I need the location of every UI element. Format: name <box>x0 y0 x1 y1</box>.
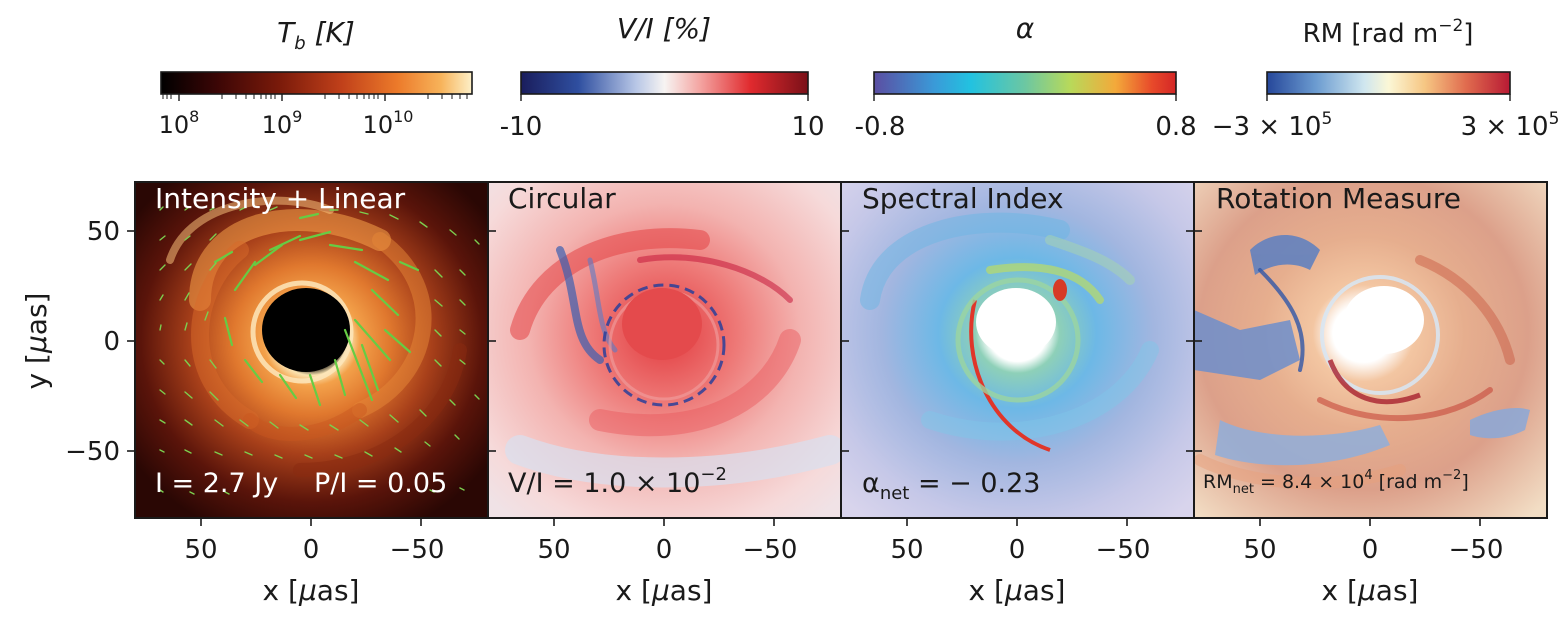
panel-rm-title: Rotation Measure <box>1216 182 1461 215</box>
x-tick-label: 50 <box>537 535 570 565</box>
colorbar-alpha-tick-label: -0.8 <box>855 112 906 142</box>
colorbar-tb: Tb [K] 108 109 1010 <box>159 16 473 139</box>
colorbar-alpha: α -0.8 0.8 <box>855 12 1197 142</box>
rm-negative-regions <box>1194 235 1530 466</box>
colorbar-vi-label: V/I [%] <box>617 12 711 45</box>
panel-spectral-title: Spectral Index <box>862 182 1064 215</box>
black-hole-shadow <box>262 288 350 372</box>
colorbar-rm-tick-label: 3 × 105 <box>1461 109 1560 142</box>
colorbar-vi: V/I [%] -10 10 <box>500 12 825 142</box>
colorbar-rm-gradient <box>1266 71 1511 95</box>
panel-circular-title: Circular <box>508 182 616 215</box>
circular-vi-annotation: V/I = 1.0 × 10−2 <box>508 464 727 499</box>
x-tick-label: 0 <box>303 535 320 565</box>
y-tick-label: 0 <box>103 327 120 357</box>
rm-shadow <box>1344 286 1424 354</box>
x-tick-label: −50 <box>1096 535 1151 565</box>
x-tick-label: 0 <box>1009 535 1026 565</box>
colorbar-tb-tick-label: 108 <box>159 107 200 139</box>
spectral-shadow <box>976 288 1056 356</box>
colorbar-tb-tick-label: 109 <box>262 107 303 139</box>
x-axis-label: x [μas] <box>263 574 360 607</box>
x-tick-label: 0 <box>656 535 673 565</box>
colorbar-tb-tick-label: 1010 <box>363 107 414 139</box>
colorbar-alpha-gradient <box>873 71 1177 95</box>
x-tick-label: 0 <box>1362 535 1379 565</box>
intensity-swirl <box>166 196 467 477</box>
y-tick-label: 50 <box>87 217 120 247</box>
colorbar-rm-label: RM [rad m−2] <box>1303 16 1474 49</box>
colorbar-rm-tick-label: −3 × 105 <box>1212 109 1333 142</box>
panel-intensity: Intensity + Linear I = 2.7 Jy P/I = 0.05 <box>135 182 488 518</box>
colorbar-vi-tick-label: 10 <box>791 112 824 142</box>
circular-ring <box>602 283 726 407</box>
panel-rm: Rotation Measure RMnet = 8.4 × 104 [rad … <box>1194 182 1547 518</box>
x-tick-labels: 50 0 −50 50 0 −50 50 0 −50 50 0 −50 <box>184 535 1503 565</box>
photon-ring <box>250 280 354 384</box>
colorbar-tb-label: Tb [K] <box>277 16 355 54</box>
colorbar-vi-tick-label: -10 <box>500 112 542 142</box>
panel-spectral: Spectral Index αnet = − 0.23 <box>841 182 1194 518</box>
x-axis-label: x [μas] <box>616 574 713 607</box>
panel-circular: Circular V/I = 1.0 × 10−2 <box>488 182 841 518</box>
x-axis-labels: x [μas] x [μas] x [μas] x [μas] <box>263 574 1419 607</box>
polarization-ticks <box>213 212 420 407</box>
intensity-flux-annotation: I = 2.7 Jy <box>155 468 278 499</box>
x-tick-label: −50 <box>743 535 798 565</box>
colorbar-rm: RM [rad m−2] −3 × 105 3 × 105 <box>1212 16 1560 142</box>
polarization-ticks-small <box>159 206 480 495</box>
colorbar-tb-minor-ticks <box>162 94 468 99</box>
x-tick-label: 50 <box>184 535 217 565</box>
x-axis-label: x [μas] <box>969 574 1066 607</box>
spectral-hotspot <box>1053 279 1067 301</box>
colorbar-alpha-label: α <box>1016 12 1035 45</box>
x-axis-label: x [μas] <box>1322 574 1419 607</box>
x-tick-label: −50 <box>1449 535 1504 565</box>
axis-ticks <box>127 230 1481 526</box>
y-tick-labels: 50 0 −50 <box>65 217 120 467</box>
spectral-alpha-annotation: αnet = − 0.23 <box>862 468 1040 504</box>
colorbar-alpha-tick-label: 0.8 <box>1155 112 1196 142</box>
y-axis-label: y [μas] <box>20 293 53 390</box>
circular-shadow <box>622 288 702 360</box>
x-tick-label: 50 <box>1243 535 1276 565</box>
x-tick-label: −50 <box>390 535 445 565</box>
x-tick-label: 50 <box>890 535 923 565</box>
panel-intensity-title: Intensity + Linear <box>155 182 406 215</box>
intensity-pfrac-annotation: P/I = 0.05 <box>314 468 447 499</box>
colorbar-vi-gradient <box>520 71 809 95</box>
colorbar-tb-gradient <box>160 71 473 95</box>
rm-net-annotation: RMnet = 8.4 × 104 [rad m−2] <box>1203 468 1469 497</box>
y-tick-label: −50 <box>65 437 120 467</box>
